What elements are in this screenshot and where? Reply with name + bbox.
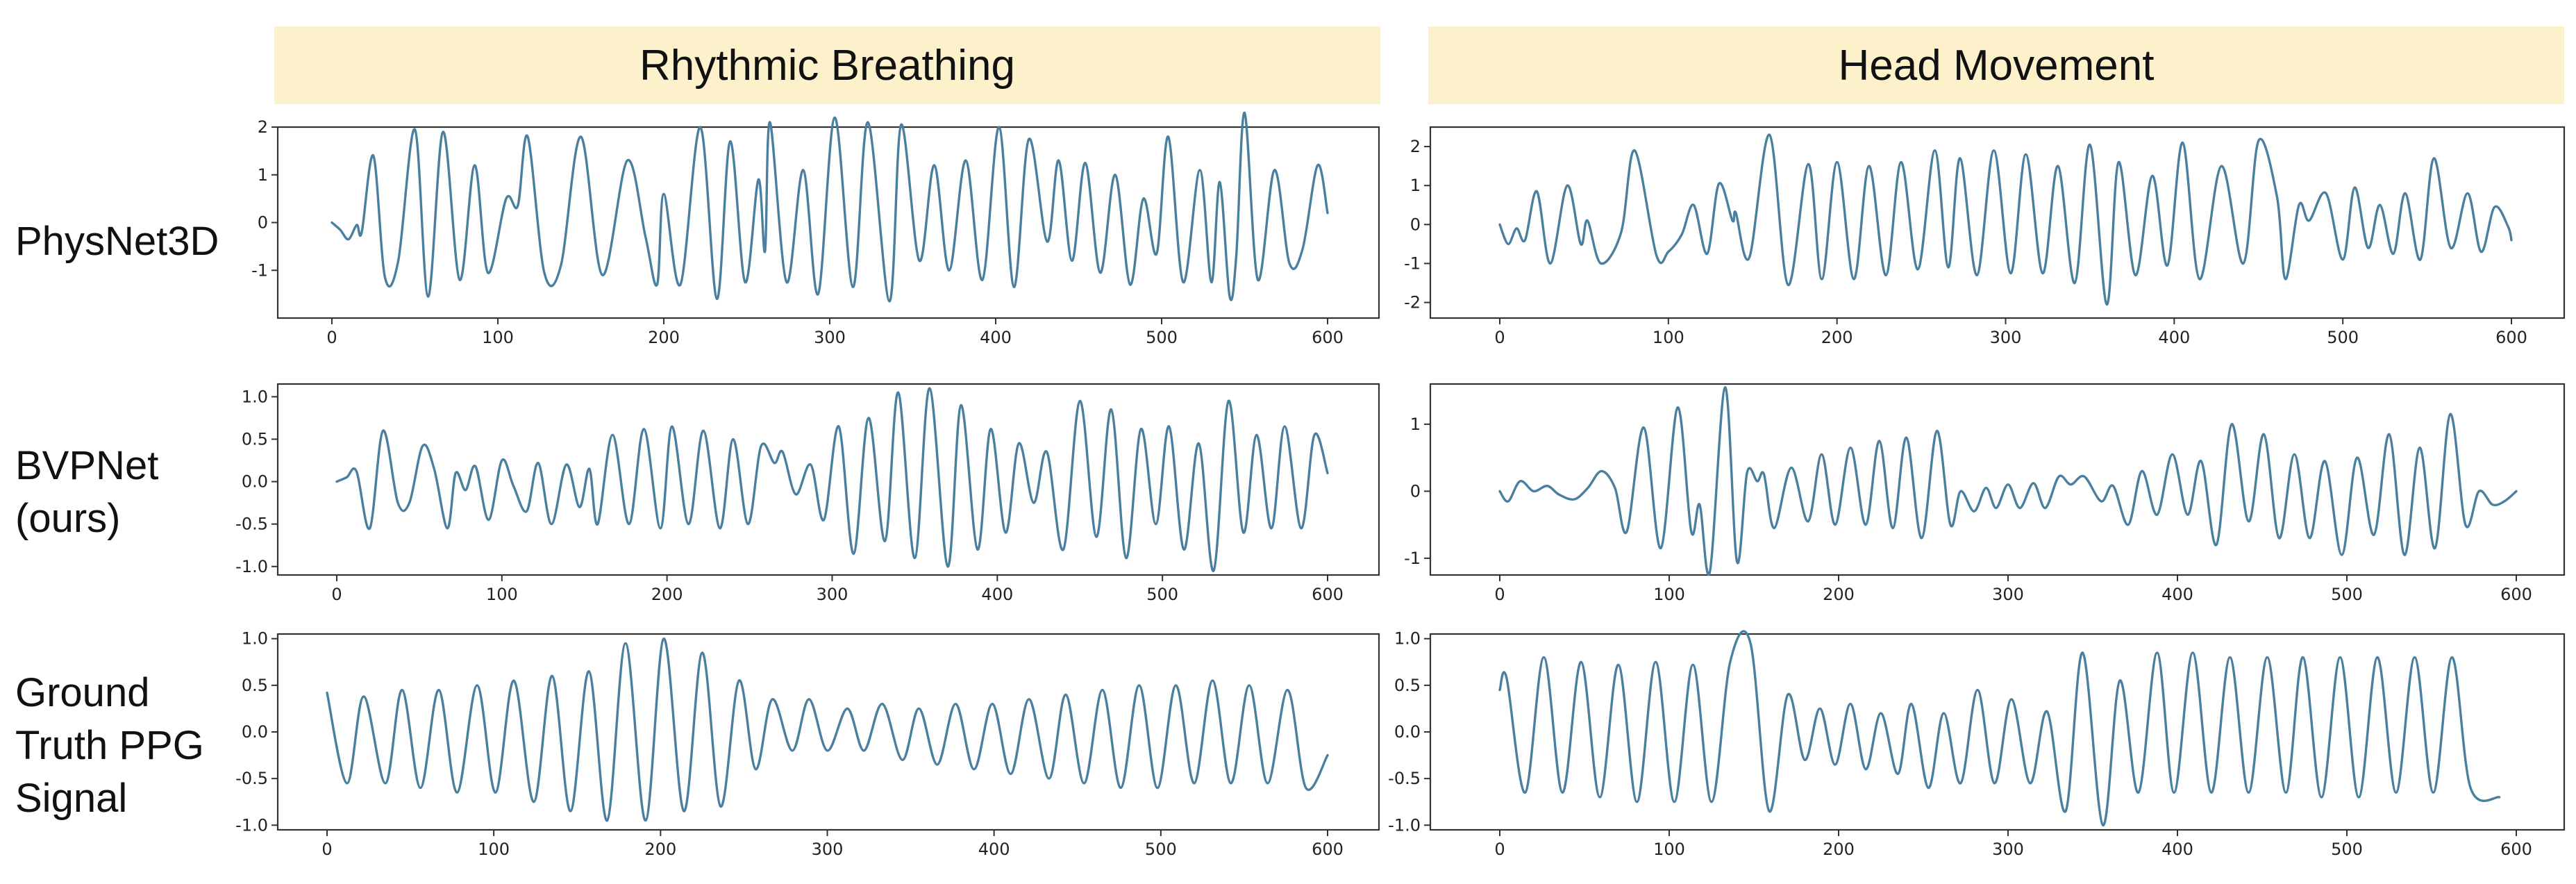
y-tick-label: -1.0 — [235, 557, 268, 576]
y-tick-label: -1 — [1404, 549, 1421, 568]
x-tick-label: 100 — [478, 840, 510, 859]
x-tick-label: 100 — [1653, 840, 1685, 859]
x-tick-label: 500 — [1145, 840, 1177, 859]
y-tick-label: 0 — [1410, 215, 1421, 234]
x-tick-label: 300 — [1992, 840, 2024, 859]
plot-frame — [1429, 126, 2566, 319]
column-header-head-movement: Head Movement — [1428, 26, 2564, 104]
column-header-rhythmic-breathing: Rhythmic Breathing — [274, 26, 1380, 104]
row-label-ground-truth: Ground Truth PPG Signal — [15, 667, 204, 825]
signal-series-line — [326, 637, 1329, 822]
x-tick-label: 200 — [651, 585, 683, 604]
x-tick-label: 500 — [2331, 840, 2363, 859]
chart-panel-2: 0 100 200 300 400 500 600 2 1 0 -1 -2 — [1404, 126, 2566, 347]
x-tick-label: 100 — [1653, 585, 1685, 604]
x-tick-label: 300 — [812, 840, 844, 859]
x-tick-label: 400 — [2158, 328, 2190, 347]
row-label-line: Ground — [15, 670, 150, 715]
x-tick-label: 200 — [644, 840, 676, 859]
y-tick-label: 0.0 — [1394, 722, 1421, 742]
row-label-physnet3d: PhysNet3D — [15, 215, 219, 268]
x-tick-label: 100 — [486, 585, 518, 604]
row-label-line: (ours) — [15, 496, 121, 541]
x-tick-label: 300 — [814, 328, 846, 347]
y-tick-label: 0.5 — [242, 429, 268, 449]
x-tick-label: 400 — [2161, 585, 2193, 604]
x-tick-label: 400 — [981, 585, 1013, 604]
x-tick-label: 100 — [482, 328, 514, 347]
x-tick-label: 400 — [980, 328, 1012, 347]
chart-panel-6: 0 100 200 300 400 500 600 1.0 0.5 0.0 -0.5 -1.0 — [1388, 629, 2566, 859]
x-tick-label: 600 — [2500, 840, 2532, 859]
x-tick-label: 0 — [331, 585, 342, 604]
x-tick-label: 0 — [1494, 328, 1505, 347]
x-tick-label: 0 — [326, 328, 337, 347]
plot-frame — [276, 383, 1380, 576]
chart-panel-3: 0 100 200 300 400 500 600 1.0 0.5 0.0 -0.5 -1.0 — [235, 383, 1380, 604]
signal-series-line — [1498, 133, 2513, 306]
x-tick-label: 200 — [648, 328, 680, 347]
y-tick-label: -2 — [1404, 293, 1421, 312]
x-tick-label: 500 — [1146, 585, 1178, 604]
row-label-line: Signal — [15, 776, 128, 821]
y-tick-label: -0.5 — [1388, 769, 1421, 788]
x-tick-label: 300 — [817, 585, 848, 604]
x-tick-label: 600 — [1312, 840, 1344, 859]
x-tick-label: 200 — [1821, 328, 1853, 347]
y-tick-label: 0 — [1410, 481, 1421, 501]
y-tick-label: 1 — [1410, 415, 1421, 434]
signal-series-line — [331, 111, 1329, 303]
signal-series-line — [335, 387, 1329, 572]
signal-series-line — [1498, 630, 2501, 827]
row-label-line: Truth PPG — [15, 723, 204, 768]
y-tick-label: -0.5 — [235, 515, 268, 534]
y-tick-label: 1.0 — [1394, 629, 1421, 649]
y-tick-label: 0 — [258, 213, 268, 233]
y-tick-label: 0.5 — [1394, 676, 1421, 695]
x-tick-label: 600 — [2495, 328, 2527, 347]
row-label-line: PhysNet3D — [15, 219, 219, 264]
y-tick-label: -0.5 — [235, 769, 268, 788]
y-tick-label: 1.0 — [242, 387, 268, 406]
chart-panel-1: 0 100 200 300 400 500 600 2 1 0 -1 — [251, 111, 1380, 347]
row-label-bvpnet: BVPNet (ours) — [15, 440, 158, 545]
y-tick-label: 0.5 — [242, 676, 268, 695]
chart-panel-4: 0 100 200 300 400 500 600 1 0 -1 — [1404, 383, 2566, 604]
plot-frame — [276, 633, 1380, 831]
x-tick-label: 0 — [321, 840, 332, 859]
x-tick-label: 600 — [1312, 328, 1344, 347]
x-tick-label: 500 — [2331, 585, 2363, 604]
y-tick-label: -1 — [251, 260, 268, 280]
plot-frame — [1429, 383, 2566, 576]
x-tick-label: 500 — [1146, 328, 1178, 347]
x-tick-label: 400 — [978, 840, 1010, 859]
chart-panel-5: 0 100 200 300 400 500 600 1.0 0.5 0.0 -0.5 -1.0 — [235, 629, 1380, 859]
signal-series-line — [1498, 386, 2518, 576]
y-tick-label: -1.0 — [1388, 815, 1421, 835]
y-tick-label: -1.0 — [235, 815, 268, 835]
y-tick-label: -1 — [1404, 253, 1421, 273]
x-tick-label: 200 — [1823, 585, 1855, 604]
y-tick-label: 0.0 — [242, 722, 268, 742]
x-tick-label: 300 — [1992, 585, 2024, 604]
x-tick-label: 600 — [1312, 585, 1344, 604]
x-tick-label: 500 — [2327, 328, 2359, 347]
y-tick-label: 1 — [1410, 176, 1421, 195]
y-tick-label: 2 — [258, 117, 268, 137]
plot-frame — [1429, 633, 2566, 831]
y-tick-label: 0.0 — [242, 472, 268, 492]
row-label-line: BVPNet — [15, 443, 159, 488]
x-tick-label: 200 — [1823, 840, 1855, 859]
x-tick-label: 400 — [2161, 840, 2193, 859]
x-tick-label: 0 — [1494, 840, 1505, 859]
x-tick-label: 300 — [1990, 328, 2022, 347]
y-tick-label: 1.0 — [242, 629, 268, 649]
y-tick-label: 2 — [1410, 137, 1421, 156]
y-tick-label: 1 — [258, 165, 268, 185]
x-tick-label: 100 — [1653, 328, 1684, 347]
x-tick-label: 600 — [2500, 585, 2532, 604]
x-tick-label: 0 — [1494, 585, 1505, 604]
